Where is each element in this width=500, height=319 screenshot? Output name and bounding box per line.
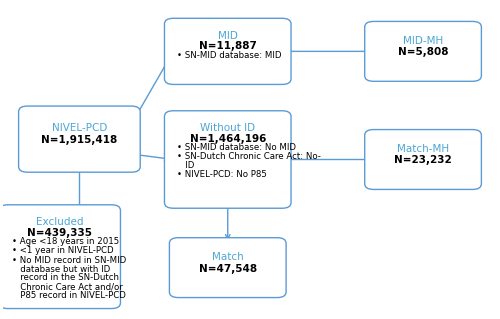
Text: N=11,887: N=11,887: [199, 41, 256, 51]
FancyBboxPatch shape: [18, 106, 140, 172]
Text: MID-MH: MID-MH: [403, 36, 443, 46]
Text: N=439,335: N=439,335: [27, 228, 92, 238]
Text: N=1,464,196: N=1,464,196: [190, 134, 266, 144]
Text: MID: MID: [218, 31, 238, 41]
Text: NIVEL-PCD: NIVEL-PCD: [52, 123, 107, 133]
Text: • No MID record in SN-MID: • No MID record in SN-MID: [12, 256, 126, 265]
Text: record in the SN-Dutch: record in the SN-Dutch: [12, 273, 118, 282]
Text: Match: Match: [212, 252, 244, 262]
Text: • Age <18 years in 2015: • Age <18 years in 2015: [12, 237, 119, 246]
Text: N=5,808: N=5,808: [398, 47, 448, 57]
Text: • <1 year in NIVEL-PCD: • <1 year in NIVEL-PCD: [12, 247, 114, 256]
Text: Match-MH: Match-MH: [397, 144, 449, 154]
Text: N=47,548: N=47,548: [198, 263, 257, 274]
Text: Excluded: Excluded: [36, 217, 84, 227]
FancyBboxPatch shape: [164, 111, 291, 208]
Text: • SN-MID database: MID: • SN-MID database: MID: [178, 51, 282, 60]
Text: ID: ID: [178, 161, 194, 170]
Text: Without ID: Without ID: [200, 123, 256, 133]
Text: N=1,915,418: N=1,915,418: [42, 135, 117, 145]
Text: Chronic Care Act and/or: Chronic Care Act and/or: [12, 282, 122, 291]
FancyBboxPatch shape: [0, 205, 120, 308]
FancyBboxPatch shape: [164, 18, 291, 85]
FancyBboxPatch shape: [170, 238, 286, 298]
FancyBboxPatch shape: [364, 130, 482, 189]
Text: • SN-MID database: No MID: • SN-MID database: No MID: [178, 143, 296, 152]
Text: • NIVEL-PCD: No P85: • NIVEL-PCD: No P85: [178, 170, 267, 179]
FancyBboxPatch shape: [364, 21, 482, 81]
Text: N=23,232: N=23,232: [394, 155, 452, 166]
Text: database but with ID: database but with ID: [12, 265, 110, 274]
Text: P85 record in NIVEL-PCD: P85 record in NIVEL-PCD: [12, 291, 126, 300]
Text: • SN-Dutch Chronic Care Act: No-: • SN-Dutch Chronic Care Act: No-: [178, 152, 321, 161]
